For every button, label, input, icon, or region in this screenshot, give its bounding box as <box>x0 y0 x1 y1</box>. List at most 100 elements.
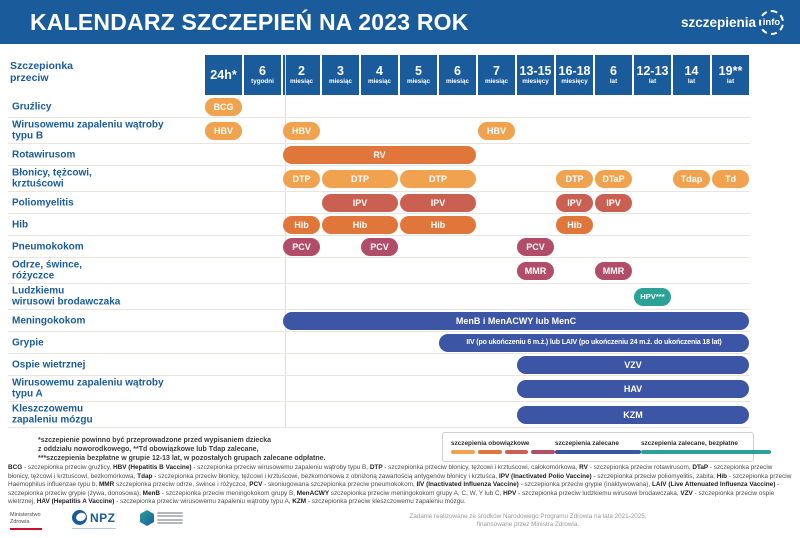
nizp-shield-icon <box>140 510 154 526</box>
column-headers: 24h* 6 tygodni 2 miesiąc 3 miesiąc 4 miesiąc 5 mie… <box>205 55 749 95</box>
vaccine-pill: Hib <box>400 215 476 234</box>
row-label: Grypie <box>12 336 44 348</box>
vaccine-pill: DTaP <box>595 169 632 188</box>
age-column-number: 3 <box>337 63 344 78</box>
glossary-term: RV <box>579 464 590 471</box>
table-row: Gruźlicy BCG <box>8 96 750 118</box>
vaccine-pill: Tdap <box>673 169 710 188</box>
legend-box: szczepienia obowiązkowe szczepienia zalec… <box>442 432 771 462</box>
vaccine-pill: Hib <box>322 215 398 234</box>
pill-grid: MenB i MenACWY lub MenC <box>205 310 749 331</box>
footnote-line: z oddziału noworodkowego, **Td obowiązko… <box>38 446 259 453</box>
row-label: Wirusowemu zapaleniu wątroby typu B <box>12 119 164 142</box>
pill-grid: RV <box>205 144 749 165</box>
age-column-header: 4 miesiąc <box>361 55 398 95</box>
vaccine-pill: KZM <box>517 405 749 424</box>
glossary-definition: - szczepionka przeciw wirusowemu zapalen… <box>193 464 370 471</box>
legend-swatch <box>504 449 529 455</box>
glossary-definition: - szczepionka przeciw grypie (żywa, dono… <box>8 481 780 497</box>
table-row: Meningokokom MenB i MenACWY lub MenC <box>8 310 750 332</box>
row-label: Meningokokom <box>12 314 86 326</box>
glossary-term: HBV (Hepatitis B Vaccine) <box>113 464 194 471</box>
glossary-term: HAV (Hepatitis A Vaccine) <box>36 498 117 506</box>
age-column-unit: miesiąc <box>367 78 392 86</box>
table-row: Odrze, śwince, różyczce MMR MMR <box>8 258 750 284</box>
npz-logo: NPZ <box>72 510 116 529</box>
vaccine-pill: HBV <box>478 121 515 140</box>
glossary-term: KZM <box>292 498 308 506</box>
vaccine-rows: Gruźlicy BCG Wirusowemu zapaleniu wątroby … <box>8 96 750 428</box>
ministry-underline <box>10 528 42 530</box>
vaccine-pill: IPV <box>595 193 632 212</box>
npz-text: NPZ <box>90 510 116 525</box>
pill-grid: HPV*** <box>205 284 749 309</box>
legend-item: szczepienia zalecane, bezpłatne <box>641 440 771 455</box>
glossary-definition: - szczepionka przeciw błonicy, tężcowi i… <box>384 464 580 471</box>
glossary-definition: - szczepionka przeciw meningokokom grupy… <box>161 489 297 497</box>
glossary-term: VZV <box>680 489 695 497</box>
age-column-number: 24h* <box>210 67 237 82</box>
footnotes: *szczepienie powinno być przeprowadzone … <box>38 436 325 463</box>
glossary-definition: szczepionka przeciw meningokokom grupy A… <box>330 489 504 497</box>
legend-swatch <box>555 449 641 455</box>
legend-item: szczepienia obowiązkowe <box>451 440 555 455</box>
vaccine-pill: BCG <box>205 97 242 116</box>
row-label: Ospie wietrznej <box>12 358 86 370</box>
age-column-header: 5 miesiąc <box>400 55 437 95</box>
table-row: Wirusowemu zapaleniu wątroby typu A HAV <box>8 376 750 402</box>
age-column-number: 4 <box>376 63 383 78</box>
glossary-term: PCV <box>249 481 265 489</box>
glossary-term: MenB <box>142 489 162 497</box>
footer: Ministerstwo Zdrowia NPZ Zadanie realizo… <box>0 506 800 538</box>
glossary-definition: - szczepionka przeciw ospie wietrznej, <box>8 489 775 506</box>
szczepienia-info-logo: szczepienia info <box>681 0 784 44</box>
corner-label: Szczepionka przeciw <box>10 60 74 84</box>
vaccine-pill: VZV <box>517 355 749 374</box>
age-column-number: 19** <box>718 63 743 78</box>
glossary-definition: - szczepionka przeciw błonicy, tężcowi i… <box>154 472 499 480</box>
vaccine-pill: IPV <box>556 193 593 212</box>
legend-swatches <box>555 449 641 455</box>
age-column-number: 14 <box>684 63 699 78</box>
vaccine-pill: IIV (po ukończeniu 6 m.ż.) lub LAIV (po … <box>439 333 749 352</box>
glossary-definition: - szczepionka przeciw kleszczowemu zapal… <box>307 498 466 506</box>
table-row: Ospie wietrznej VZV <box>8 354 750 376</box>
vaccine-pill: MMR <box>595 261 632 280</box>
nizp-logo <box>140 510 183 526</box>
age-column-number: 5 <box>415 63 422 78</box>
header-bar: KALENDARZ SZCZEPIEŃ NA 2023 ROK szczepie… <box>0 0 800 44</box>
age-column-unit: lat <box>648 78 657 86</box>
legend-swatch <box>641 449 771 455</box>
age-column-unit: miesiąc <box>445 78 470 86</box>
credit-text: Zadanie realizowane ze środków Narodoweg… <box>408 513 648 529</box>
legend-swatches <box>451 449 555 455</box>
legend-swatch <box>531 449 555 455</box>
age-column-number: 16-18 <box>558 63 591 78</box>
vaccine-pill: RV <box>283 145 476 164</box>
pill-grid: Hib Hib Hib Hib <box>205 214 749 235</box>
row-label: Kleszczowemu zapaleniu mózgu <box>12 403 93 426</box>
glossary-definition: - szczepionka przeciw rotawirusom, <box>589 464 693 471</box>
vaccine-pill: DTP <box>400 169 476 188</box>
vaccine-pill: PCV <box>283 237 320 256</box>
age-column-unit: miesięcy <box>522 78 549 86</box>
pill-grid: BCG <box>205 96 749 117</box>
row-label: Rotawirusom <box>12 148 76 160</box>
vaccine-pill: DTP <box>322 169 398 188</box>
table-row: Poliomyelitis IPV IPV IPV IPV <box>8 192 750 214</box>
age-column-number: 12-13 <box>636 63 669 78</box>
brand-text: szczepienia <box>680 14 756 30</box>
table-row: Ludzkiemu wirusowi brodawczaka HPV*** <box>8 284 750 310</box>
footnote-line: ***szczepienia bezpłatne w grupie 12-13 … <box>38 455 326 462</box>
pill-grid: HAV <box>205 376 749 401</box>
legend-label: szczepienia zalecane <box>555 439 619 447</box>
glossary-definition: - szczepionka przeciw gruźlicy, <box>23 464 114 471</box>
age-column-header: 6 tygodni <box>244 55 281 95</box>
age-column-header: 3 miesiąc <box>322 55 359 95</box>
table-row: Pneumokokom PCV PCV PCV <box>8 236 750 258</box>
age-column-header: 2 miesiąc <box>283 55 320 95</box>
glossary-term: IPV (Inactivated Polio Vaccine) <box>498 472 594 480</box>
table-row: Błonicy, tężcowi, krztuścowi DTP DTP DTP DTP… <box>8 166 750 192</box>
table-row: Grypie IIV (po ukończeniu 6 m.ż.) lub LAI… <box>8 332 750 354</box>
